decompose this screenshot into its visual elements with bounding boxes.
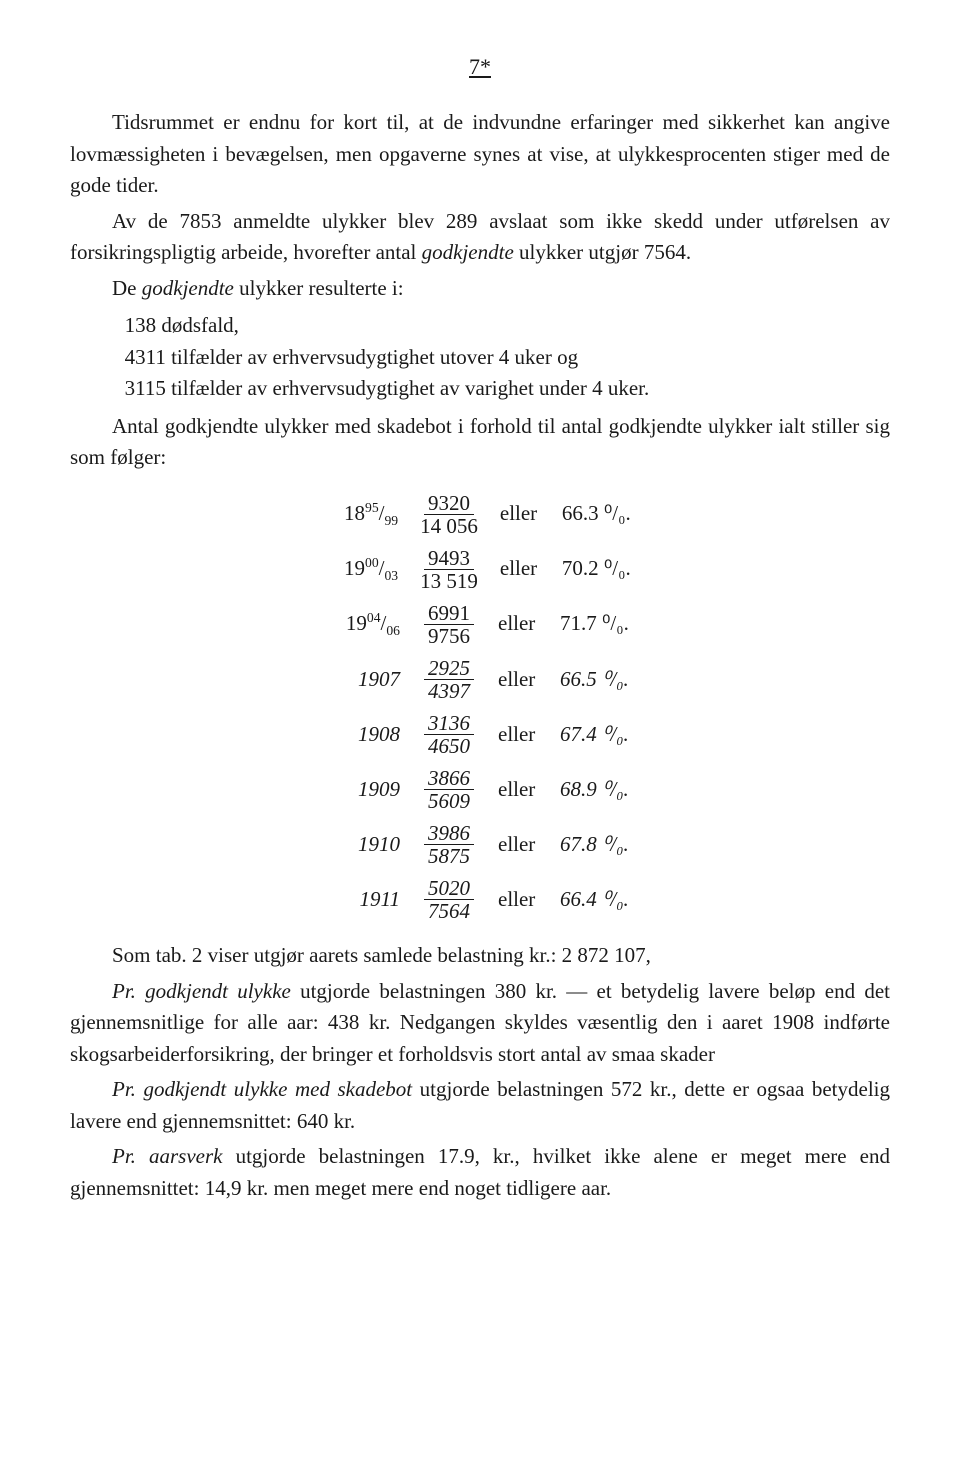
paragraph-8a-italic: Pr. aarsverk xyxy=(112,1144,222,1168)
percent-value: 66.4 ⁰/₀. xyxy=(560,884,650,916)
paragraph-2c: ulykker utgjør 7564. xyxy=(514,240,691,264)
fraction: 69919756 xyxy=(418,602,480,647)
fraction-row: 1910 39865875 eller 67.8 ⁰/₀. xyxy=(310,822,650,867)
fraction-row: 1911 50207564 eller 66.4 ⁰/₀. xyxy=(310,877,650,922)
fraction-denominator: 9756 xyxy=(424,625,474,647)
paragraph-4: Antal godkjendte ulykker med skadebot i … xyxy=(70,411,890,474)
fraction: 38665609 xyxy=(418,767,480,812)
paragraph-2: Av de 7853 anmeldte ulykker blev 289 avs… xyxy=(70,206,890,269)
fraction-row: 1895/99 932014 056 eller 66.3 ⁰/₀. xyxy=(308,492,652,537)
page-number: 7* xyxy=(70,50,890,83)
eller-label: eller xyxy=(498,829,542,861)
fraction-denominator: 5609 xyxy=(424,790,474,812)
fraction: 949313 519 xyxy=(416,547,482,592)
fraction-denominator: 14 056 xyxy=(416,515,482,537)
fraction-numerator: 3986 xyxy=(424,822,474,845)
fraction-numerator: 3136 xyxy=(424,712,474,735)
year-label: 1911 xyxy=(310,884,400,916)
paragraph-3: De godkjendte ulykker resulterte i: xyxy=(70,273,890,305)
eller-label: eller xyxy=(498,774,542,806)
year-label: 1908 xyxy=(310,719,400,751)
paragraph-8: Pr. aarsverk utgjorde belastningen 17.9,… xyxy=(70,1141,890,1204)
year-label: 1895/99 xyxy=(308,498,398,530)
percent-value: 66.3 ⁰/₀. xyxy=(562,498,652,530)
paragraph-6a-italic: Pr. godkjendt ulykke xyxy=(112,979,291,1003)
percent-value: 66.5 ⁰/₀. xyxy=(560,664,650,696)
fraction-numerator: 9320 xyxy=(424,492,474,515)
fraction-row: 1908 31364650 eller 67.4 ⁰/₀. xyxy=(310,712,650,757)
fraction-row: 1909 38665609 eller 68.9 ⁰/₀. xyxy=(310,767,650,812)
eller-label: eller xyxy=(498,719,542,751)
fraction-denominator: 7564 xyxy=(424,900,474,922)
eller-label: eller xyxy=(500,498,544,530)
percent-value: 67.8 ⁰/₀. xyxy=(560,829,650,861)
eller-label: eller xyxy=(500,553,544,585)
paragraph-2b-italic: godkjendte xyxy=(422,240,514,264)
fraction-row: 1904/06 69919756 eller 71.7 ⁰/₀. xyxy=(310,602,650,647)
list-item: 3115 tilfælder av erhvervsudygtighet av … xyxy=(70,373,890,405)
list-item: 138 dødsfald, xyxy=(70,310,890,342)
fraction: 31364650 xyxy=(418,712,480,757)
paragraph-7a-italic: Pr. godkjendt ulykke med skadebot xyxy=(112,1077,412,1101)
fraction-numerator: 9493 xyxy=(424,547,474,570)
percent-value: 70.2 ⁰/₀. xyxy=(562,553,652,585)
paragraph-3a: De xyxy=(112,276,142,300)
fraction-numerator: 6991 xyxy=(424,602,474,625)
eller-label: eller xyxy=(498,664,542,696)
fraction-denominator: 4397 xyxy=(424,680,474,702)
fraction-numerator: 5020 xyxy=(424,877,474,900)
paragraph-3b-italic: godkjendte xyxy=(142,276,234,300)
list-item: 4311 tilfælder av erhvervsudygtighet uto… xyxy=(70,342,890,374)
fraction: 50207564 xyxy=(418,877,480,922)
fraction: 29254397 xyxy=(418,657,480,702)
eller-label: eller xyxy=(498,608,542,640)
year-label: 1910 xyxy=(310,829,400,861)
fraction-denominator: 13 519 xyxy=(416,570,482,592)
paragraph-3c: ulykker resulterte i: xyxy=(234,276,404,300)
percent-value: 67.4 ⁰/₀. xyxy=(560,719,650,751)
year-label: 1904/06 xyxy=(310,608,400,640)
result-list: 138 dødsfald, 4311 tilfælder av erhvervs… xyxy=(70,310,890,405)
percent-value: 71.7 ⁰/₀. xyxy=(560,608,650,640)
year-label: 1900/03 xyxy=(308,553,398,585)
paragraph-5: Som tab. 2 viser utgjør aarets samlede b… xyxy=(70,940,890,972)
fraction-denominator: 5875 xyxy=(424,845,474,867)
fraction-row: 1900/03 949313 519 eller 70.2 ⁰/₀. xyxy=(308,547,652,592)
fraction: 39865875 xyxy=(418,822,480,867)
paragraph-7: Pr. godkjendt ulykke med skadebot utgjor… xyxy=(70,1074,890,1137)
fraction-numerator: 3866 xyxy=(424,767,474,790)
paragraph-6: Pr. godkjendt ulykke utgjorde belastning… xyxy=(70,976,890,1071)
fraction-row: 1907 29254397 eller 66.5 ⁰/₀. xyxy=(310,657,650,702)
paragraph-1: Tidsrummet er endnu for kort til, at de … xyxy=(70,107,890,202)
year-label: 1907 xyxy=(310,664,400,696)
fraction-denominator: 4650 xyxy=(424,735,474,757)
fraction: 932014 056 xyxy=(416,492,482,537)
fraction-table: 1895/99 932014 056 eller 66.3 ⁰/₀. 1900/03 94… xyxy=(70,492,890,923)
fraction-numerator: 2925 xyxy=(424,657,474,680)
percent-value: 68.9 ⁰/₀. xyxy=(560,774,650,806)
eller-label: eller xyxy=(498,884,542,916)
year-label: 1909 xyxy=(310,774,400,806)
